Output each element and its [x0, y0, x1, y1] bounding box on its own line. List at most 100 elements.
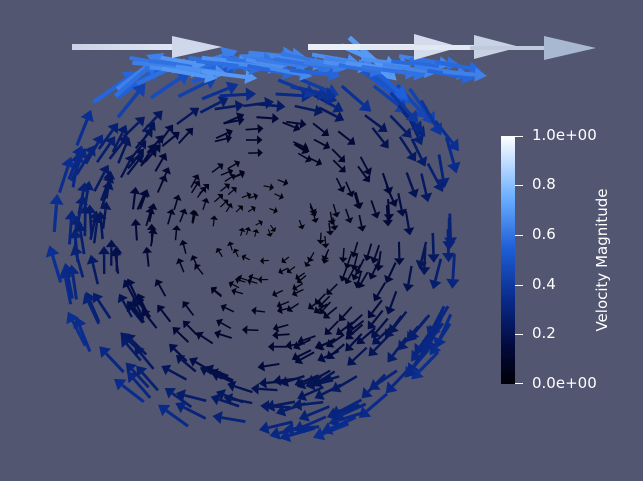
velocity-arrow: [190, 180, 201, 194]
velocity-arrow: [389, 310, 408, 334]
velocity-arrow: [326, 343, 345, 360]
lid-velocity-arrows: [72, 34, 596, 60]
velocity-arrow: [270, 224, 277, 232]
velocity-arrow: [297, 86, 337, 102]
velocity-arrow: [260, 257, 269, 265]
velocity-arrow: [298, 405, 330, 422]
colorbar-title: Velocity Magnitude: [593, 188, 611, 332]
velocity-arrow: [125, 362, 150, 389]
velocity-arrow: [367, 309, 384, 330]
velocity-arrow: [370, 200, 381, 219]
velocity-arrow: [176, 258, 185, 273]
colorbar-tick-label: 0.0e+00: [532, 374, 597, 392]
lid-arrow: [470, 36, 596, 60]
colorbar-tick-label: 1.0e+00: [532, 126, 597, 144]
velocity-arrow: [356, 271, 369, 289]
velocity-arrow: [444, 136, 461, 174]
velocity-arrow: [283, 422, 320, 436]
velocity-arrow: [227, 160, 241, 169]
velocity-arrow: [142, 246, 153, 267]
velocity-arrow: [139, 121, 156, 145]
velocity-arrow: [220, 303, 235, 313]
velocity-arrow: [182, 301, 195, 316]
velocity-arrow: [199, 96, 229, 114]
velocity-arrow: [297, 275, 307, 284]
velocity-arrow: [45, 245, 63, 283]
velocity-arrow: [292, 398, 324, 411]
velocity-arrow: [157, 304, 172, 323]
velocity-arrow: [241, 325, 259, 335]
velocity-arrow: [307, 299, 321, 310]
velocity-arrow: [175, 389, 207, 403]
velocity-arrow: [405, 172, 419, 198]
velocity-arrow: [312, 122, 330, 137]
velocity-arrow: [345, 323, 364, 340]
velocity-arrow: [228, 280, 240, 289]
velocity-arrow: [311, 211, 319, 223]
velocity-arrow: [252, 229, 260, 237]
velocity-arrow: [251, 306, 266, 316]
velocity-arrow: [177, 127, 194, 145]
velocity-arrow: [220, 167, 234, 176]
velocity-arrow: [292, 288, 304, 297]
velocity-arrow: [176, 107, 200, 126]
velocity-arrow: [233, 170, 245, 179]
velocity-arrow: [442, 217, 456, 251]
velocity-arrow: [292, 141, 309, 151]
velocity-arrow: [175, 355, 197, 373]
velocity-arrow: [131, 296, 145, 320]
velocity-arrow: [97, 122, 119, 150]
velocity-arrow: [210, 286, 222, 297]
velocity-arrow: [367, 299, 383, 319]
velocity-arrow: [276, 300, 290, 309]
velocity-arrow: [195, 331, 214, 345]
velocity-arrow: [357, 214, 367, 232]
velocity-arrow: [385, 290, 398, 315]
velocity-arrow: [110, 248, 122, 274]
velocity-arrow: [98, 246, 110, 275]
velocity-arrow: [312, 370, 336, 387]
velocity-arrow: [281, 256, 290, 264]
velocity-arrow: [258, 377, 285, 389]
velocity-arrow: [248, 148, 263, 158]
colorbar-tick-label: 0.2: [532, 324, 556, 342]
velocity-arrow: [426, 162, 445, 192]
velocity-arrow: [257, 361, 280, 372]
velocity-arrow: [103, 170, 116, 199]
velocity-arrow: [214, 134, 232, 144]
colorbar-tick: [515, 383, 523, 384]
velocity-arrow: [158, 404, 189, 428]
velocity-arrow: [331, 148, 346, 163]
velocity-arrow: [238, 227, 246, 237]
velocity-arrow: [358, 392, 389, 418]
velocity-arrow: [219, 199, 229, 208]
velocity-arrow: [269, 206, 278, 214]
velocity-arrow: [278, 267, 288, 275]
colorbar-tick-label: 0.6: [532, 225, 556, 243]
velocity-arrow: [359, 156, 372, 176]
velocity-arrow: [321, 235, 330, 249]
velocity-arrow: [166, 208, 176, 225]
velocity-arrow: [237, 274, 248, 282]
velocity-arrow: [421, 322, 445, 353]
velocity-arrow: [141, 110, 163, 133]
velocity-arrow: [393, 241, 405, 266]
velocity-arrow: [297, 335, 316, 345]
velocity-arrow: [136, 365, 160, 392]
velocity-arrow: [385, 366, 412, 394]
velocity-arrow: [210, 215, 218, 227]
velocity-arrow: [223, 112, 245, 125]
velocity-arrow: [335, 177, 346, 193]
velocity-arrow: [321, 251, 330, 264]
velocity-arrow: [324, 320, 339, 336]
velocity-glyphs: [45, 35, 487, 443]
velocity-arrow: [429, 258, 443, 290]
velocity-arrow: [235, 205, 243, 213]
velocity-arrow: [292, 283, 304, 291]
velocity-arrow: [415, 241, 428, 270]
velocity-arrow: [316, 232, 325, 245]
velocity-arrow: [332, 159, 346, 173]
velocity-arrow: [172, 326, 190, 343]
velocity-arrow: [232, 248, 240, 258]
